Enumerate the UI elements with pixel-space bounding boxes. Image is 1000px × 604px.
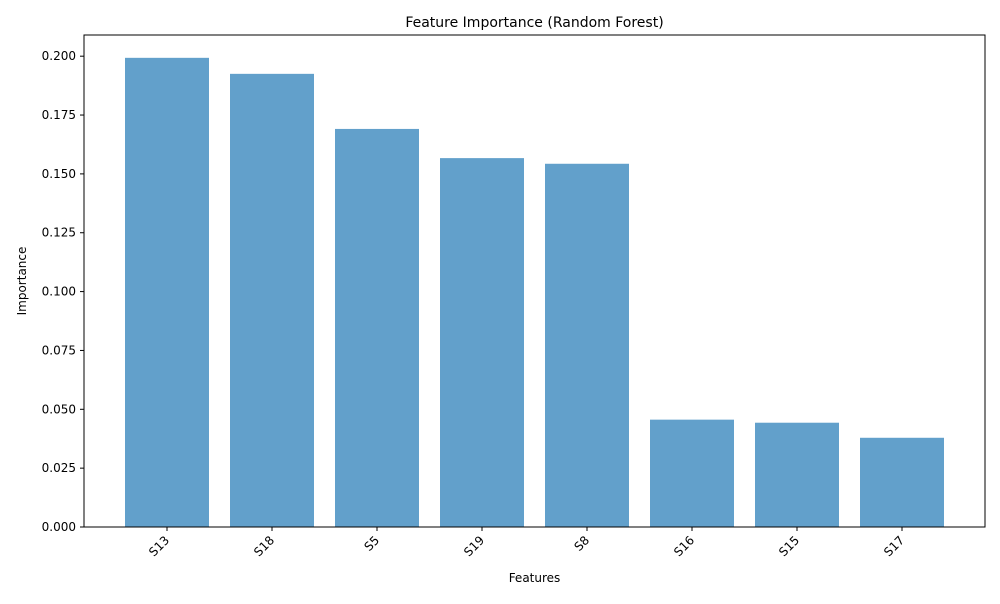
bar-s18 (230, 73, 314, 527)
y-tick-label: 0.075 (42, 343, 76, 357)
y-tick-label: 0.125 (42, 226, 76, 240)
bar-s5 (335, 128, 419, 527)
plot-area: 0.000 0.025 0.050 0.075 0.100 0.125 0.150 0.175… (42, 49, 944, 559)
y-tick-label: 0.200 (42, 49, 76, 63)
x-tick-label: S17 (881, 533, 907, 559)
x-tick-label: S16 (671, 533, 697, 559)
plot-frame (83, 34, 986, 528)
x-axis-label: Features (509, 571, 561, 585)
bar-s17 (860, 437, 944, 527)
x-tick-label: S15 (776, 533, 802, 559)
y-tick-label: 0.175 (42, 108, 76, 122)
bar-s13 (125, 57, 209, 528)
y-axis-label: Importance (15, 247, 29, 316)
x-tick-label: S18 (251, 533, 277, 559)
y-tick-label: 0.100 (42, 285, 76, 299)
y-tick-label: 0.000 (42, 520, 76, 534)
bar-s16 (650, 419, 734, 527)
bar-s8 (545, 163, 629, 528)
x-tick-label: S5 (361, 533, 382, 554)
y-tick-label: 0.025 (42, 461, 76, 475)
x-tick-label: S13 (146, 533, 172, 559)
y-tick-label: 0.050 (42, 402, 76, 416)
chart-title: Feature Importance (Random Forest) (405, 15, 663, 31)
x-tick-label: S8 (571, 533, 592, 554)
bar-s15 (755, 422, 839, 527)
x-tick-label: S19 (461, 533, 487, 559)
y-tick-label: 0.150 (42, 167, 76, 181)
bar-s19 (440, 158, 524, 527)
